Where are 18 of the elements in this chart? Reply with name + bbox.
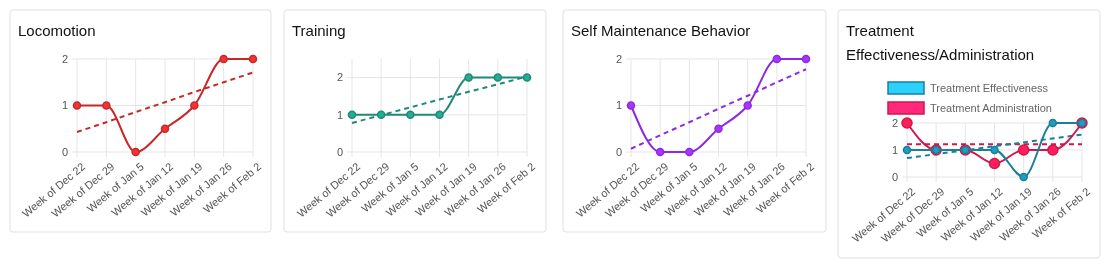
chart-title: Locomotion xyxy=(18,22,96,39)
y-tick-label: 2 xyxy=(336,71,343,84)
y-tick-label: 1 xyxy=(615,99,622,112)
y-tick-label: 0 xyxy=(61,145,68,158)
y-tick-label: 1 xyxy=(891,143,898,156)
y-tick-label: 1 xyxy=(61,99,68,112)
chart-title: Self Maintenance Behavior xyxy=(571,22,751,39)
chart-title: Treatment Effectiveness/Administration xyxy=(846,22,1035,63)
y-tick-label: 2 xyxy=(615,52,622,65)
y-tick-label: 1 xyxy=(336,108,343,121)
y-tick-label: 0 xyxy=(891,170,898,183)
y-tick-label: 0 xyxy=(615,145,622,158)
chart-title: Training xyxy=(292,22,346,39)
y-tick-label: 2 xyxy=(891,116,898,129)
y-tick-label: 0 xyxy=(336,145,343,158)
legend-label: Treatment Effectiveness xyxy=(930,81,1049,94)
legend-label: Treatment Administration xyxy=(930,101,1052,114)
y-tick-label: 2 xyxy=(61,52,68,65)
